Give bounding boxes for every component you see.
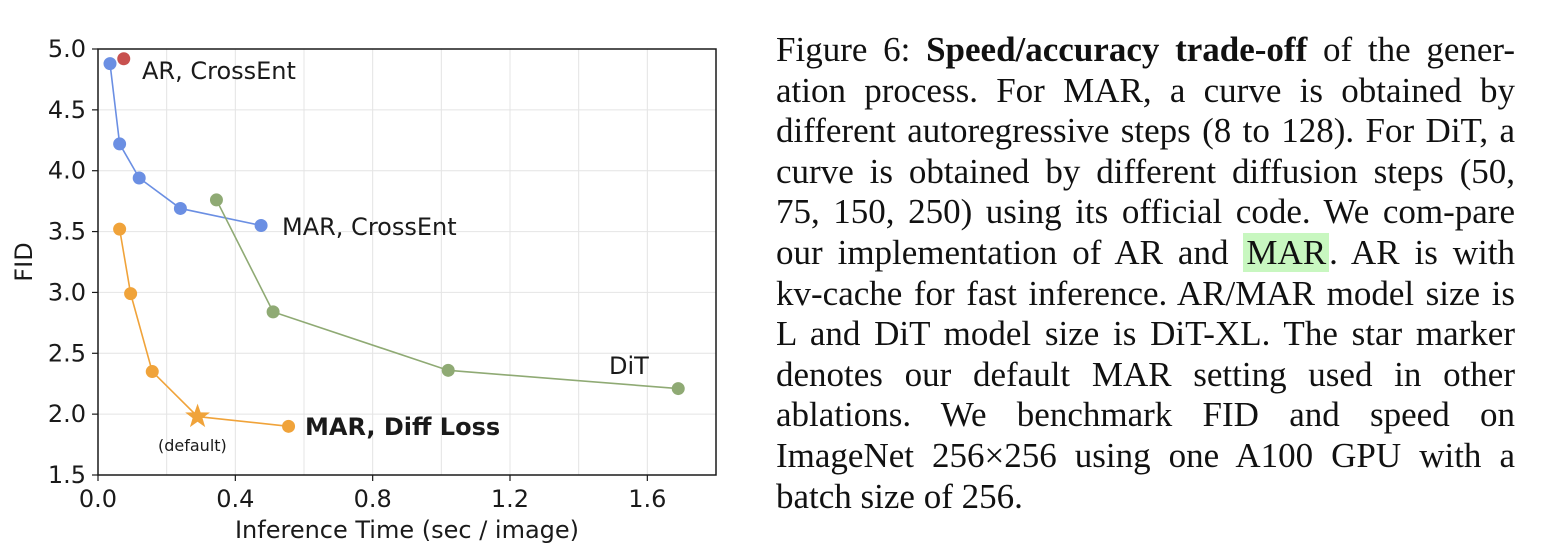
caption-bold-title: Speed/accuracy trade-off: [926, 30, 1308, 69]
data-point: [124, 287, 138, 301]
caption-label: Figure 6:: [776, 30, 911, 69]
y-tick-label: 2.0: [48, 400, 86, 428]
y-axis-label: FID: [10, 242, 38, 281]
series-dit: [209, 193, 685, 396]
data-point: [282, 419, 296, 433]
label-mar-diffloss: MAR, Diff Loss: [305, 413, 500, 441]
data-point: [132, 171, 146, 185]
series-ar-crossent: [117, 52, 131, 66]
data-point: [266, 305, 280, 319]
y-tick-label: 3.5: [48, 218, 86, 246]
label-ar-crossent: AR, CrossEnt: [142, 57, 296, 85]
data-point: [173, 201, 187, 215]
data-point: [117, 52, 131, 66]
figure-caption: Figure 6: Speed/accuracy trade-off of th…: [776, 30, 1515, 517]
series-line: [215, 199, 679, 390]
label-dit: DiT: [609, 352, 649, 380]
grid-lines: [98, 49, 716, 475]
caption-text-2: . AR is with kv-cache for fast inference…: [776, 232, 1515, 516]
label-default: (default): [158, 436, 227, 455]
x-tick-label: 1.2: [491, 485, 529, 513]
x-tick-label: 1.6: [628, 485, 666, 513]
y-tick-label: 4.5: [48, 96, 86, 124]
y-tick-label: 1.5: [48, 461, 86, 489]
y-tick-label: 2.5: [48, 339, 86, 367]
series-line: [109, 63, 262, 227]
data-point: [145, 365, 159, 379]
data-point: [113, 137, 127, 151]
data-point: [103, 57, 117, 71]
y-tick-label: 3.0: [48, 278, 86, 306]
x-tick-label: 0.4: [216, 485, 254, 513]
x-axis-label: Inference Time (sec / image): [235, 516, 579, 544]
data-point: [254, 218, 268, 232]
x-tick-labels: 0.0 0.4 0.8 1.2 1.6: [79, 475, 666, 513]
x-tick-label: 0.0: [79, 485, 117, 513]
label-mar-crossent: MAR, CrossEnt: [282, 213, 457, 241]
y-tick-labels: 1.5 2.0 2.5 3.0 3.5 4.0 4.5 5.0: [48, 35, 98, 489]
plot-frame: [97, 48, 717, 476]
series-line: [118, 229, 289, 428]
x-tick-label: 0.8: [354, 485, 392, 513]
series-layer: [103, 52, 685, 433]
series-mar-crossent: [103, 57, 268, 232]
default-star-marker: [185, 403, 210, 428]
y-tick-label: 4.0: [48, 157, 86, 185]
data-point: [441, 363, 455, 377]
data-point: [113, 222, 127, 236]
series-mar-diff-loss: [113, 222, 296, 433]
caption-text-1: of the gener-ation process. For MAR, a c…: [776, 30, 1516, 272]
fid-vs-time-chart: 0.0 0.4 0.8 1.2 1.6 1.5 2.0 2.5 3.0 3.5 4.0 4.5 5.0…: [10, 35, 717, 544]
y-tick-label: 5.0: [48, 35, 86, 63]
mar-link[interactable]: MAR: [1243, 232, 1330, 272]
data-point: [209, 193, 223, 207]
data-point: [671, 382, 685, 396]
